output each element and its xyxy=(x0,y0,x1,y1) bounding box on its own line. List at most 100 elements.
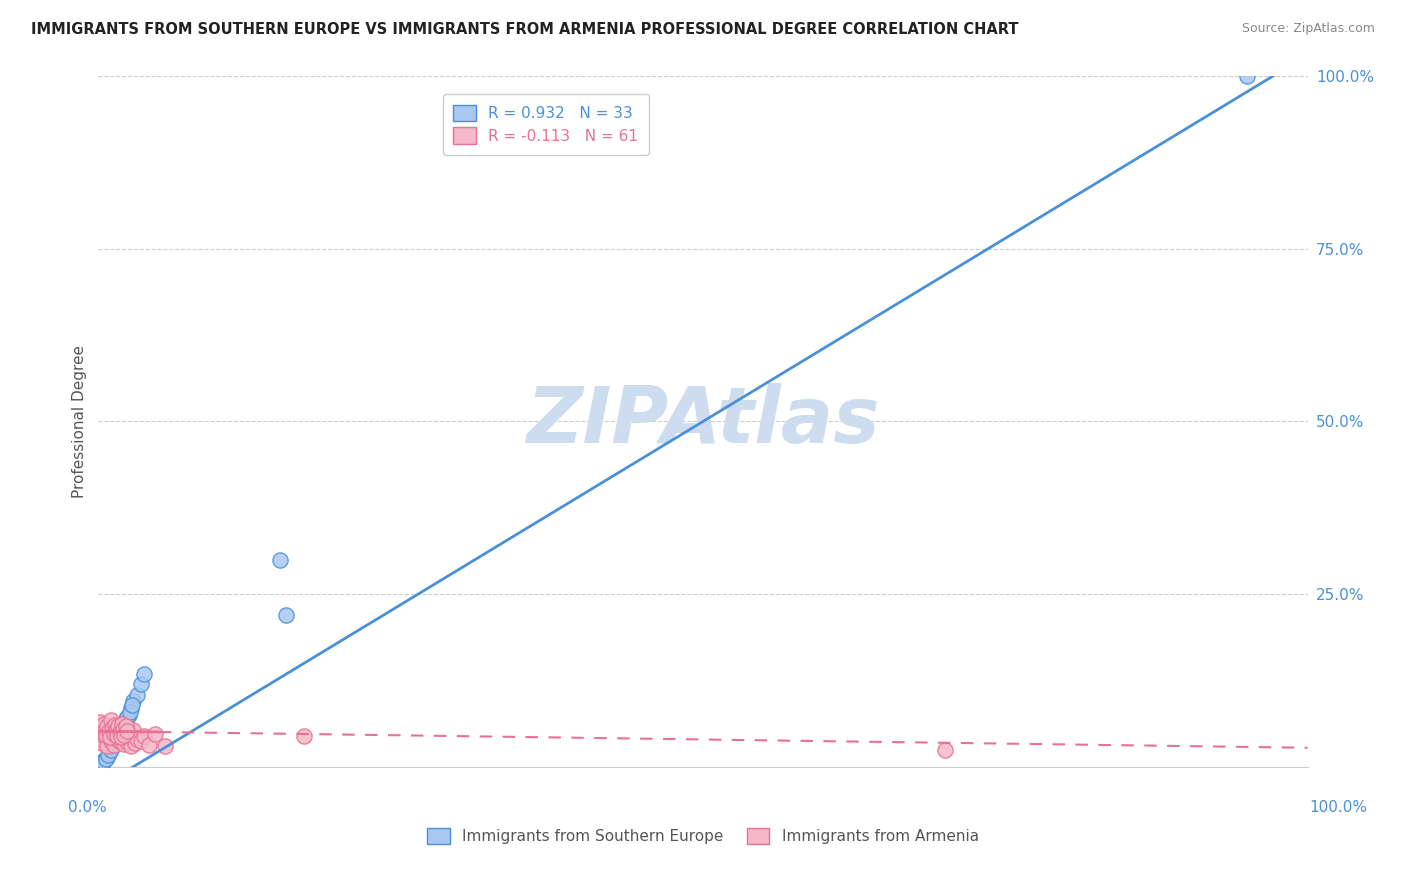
Point xyxy=(124,736,146,750)
Point xyxy=(101,720,124,734)
Point xyxy=(91,726,114,740)
Point xyxy=(112,719,135,733)
Point xyxy=(104,718,127,732)
Point xyxy=(105,732,128,747)
Point xyxy=(274,608,297,623)
Point xyxy=(98,724,121,739)
Point xyxy=(118,725,141,739)
Point xyxy=(143,727,166,741)
Point xyxy=(120,739,142,753)
Point xyxy=(118,708,141,723)
Point xyxy=(117,734,139,748)
Point xyxy=(110,731,132,745)
Point xyxy=(122,723,145,737)
Point xyxy=(129,734,152,748)
Point xyxy=(114,723,136,738)
Point xyxy=(107,729,129,743)
Point xyxy=(112,722,135,736)
Point xyxy=(127,688,149,702)
Point xyxy=(97,747,120,762)
Point xyxy=(100,743,122,757)
Point xyxy=(89,715,111,730)
Text: ZIPAtlas: ZIPAtlas xyxy=(526,384,880,459)
Point xyxy=(129,677,152,691)
Point xyxy=(1236,69,1258,83)
Point xyxy=(100,713,122,727)
Point xyxy=(112,737,135,751)
Point xyxy=(104,734,127,748)
Point xyxy=(89,732,111,747)
Point xyxy=(108,731,131,745)
Point xyxy=(101,722,124,736)
Point xyxy=(91,756,114,771)
Point xyxy=(118,705,141,719)
Text: IMMIGRANTS FROM SOUTHERN EUROPE VS IMMIGRANTS FROM ARMENIA PROFESSIONAL DEGREE C: IMMIGRANTS FROM SOUTHERN EUROPE VS IMMIG… xyxy=(31,22,1018,37)
Point xyxy=(108,725,131,739)
Y-axis label: Professional Degree: Professional Degree xyxy=(72,345,87,498)
Point xyxy=(111,726,134,740)
Point xyxy=(107,719,129,733)
Point xyxy=(112,728,135,742)
Point xyxy=(115,712,138,726)
Point xyxy=(115,732,138,747)
Point xyxy=(115,724,138,739)
Point xyxy=(269,552,291,567)
Point xyxy=(107,733,129,747)
Point xyxy=(96,728,118,742)
Point xyxy=(96,749,118,764)
Point xyxy=(103,736,125,750)
Point xyxy=(93,717,115,731)
Point xyxy=(934,743,956,757)
Text: 100.0%: 100.0% xyxy=(1309,800,1368,814)
Text: Source: ZipAtlas.com: Source: ZipAtlas.com xyxy=(1241,22,1375,36)
Legend: R = 0.932   N = 33, R = -0.113   N = 61: R = 0.932 N = 33, R = -0.113 N = 61 xyxy=(443,94,650,154)
Point xyxy=(111,720,134,734)
Point xyxy=(96,739,118,754)
Point xyxy=(98,746,121,760)
Point xyxy=(121,698,143,712)
Point xyxy=(91,755,114,769)
Point xyxy=(134,666,156,681)
Point xyxy=(110,735,132,749)
Point xyxy=(103,727,125,741)
Point xyxy=(110,722,132,736)
Point xyxy=(105,724,128,739)
Point xyxy=(292,729,315,743)
Point xyxy=(103,738,125,752)
Point xyxy=(111,716,134,731)
Point xyxy=(101,738,124,752)
Point xyxy=(138,738,160,752)
Point xyxy=(97,724,120,739)
Point xyxy=(94,752,117,766)
Point xyxy=(100,734,122,748)
Point xyxy=(94,722,117,736)
Point xyxy=(127,731,149,746)
Point xyxy=(121,728,143,742)
Point xyxy=(90,720,112,734)
Point xyxy=(117,710,139,724)
Point xyxy=(104,728,127,742)
Point xyxy=(114,715,136,730)
Point xyxy=(114,719,136,733)
Point xyxy=(96,719,118,733)
Point xyxy=(108,724,131,739)
Point xyxy=(104,723,127,738)
Point xyxy=(153,739,176,754)
Point xyxy=(93,729,115,743)
Point xyxy=(134,729,156,743)
Point xyxy=(118,730,141,744)
Point xyxy=(97,727,120,741)
Text: 0.0%: 0.0% xyxy=(67,800,107,814)
Point xyxy=(98,730,121,744)
Point xyxy=(122,694,145,708)
Point xyxy=(100,731,122,745)
Point xyxy=(108,722,131,736)
Point xyxy=(94,723,117,737)
Legend: Immigrants from Southern Europe, Immigrants from Armenia: Immigrants from Southern Europe, Immigra… xyxy=(420,822,986,850)
Point xyxy=(108,724,131,739)
Point xyxy=(120,701,142,715)
Point xyxy=(100,739,122,754)
Point xyxy=(91,719,114,733)
Point xyxy=(93,753,115,767)
Point xyxy=(105,729,128,743)
